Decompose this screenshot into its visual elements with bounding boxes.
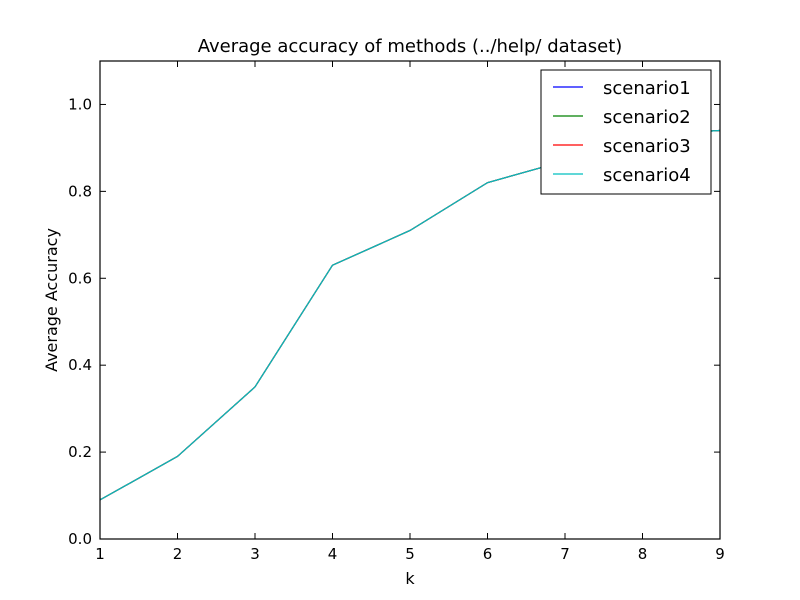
y-tick-label: 0.4 xyxy=(68,356,92,374)
y-tick-label: 0.0 xyxy=(68,530,92,548)
x-tick-label: 6 xyxy=(483,545,493,563)
legend-label: scenario2 xyxy=(603,107,691,128)
legend: scenario1 scenario2 scenario3 scenario4 xyxy=(540,69,712,195)
chart-title: Average accuracy of methods (../help/ da… xyxy=(198,36,623,57)
legend-label: scenario1 xyxy=(603,78,691,99)
y-tick-label: 1.0 xyxy=(68,95,92,113)
x-axis-label: k xyxy=(405,569,415,588)
x-tick-label: 1 xyxy=(95,545,105,563)
legend-label: scenario4 xyxy=(603,165,691,186)
x-tick-label: 7 xyxy=(560,545,570,563)
legend-label: scenario3 xyxy=(603,136,691,157)
x-tick-label: 5 xyxy=(405,545,415,563)
legend-box xyxy=(540,69,712,195)
x-tick-label: 8 xyxy=(638,545,648,563)
x-tick-label: 4 xyxy=(328,545,338,563)
y-tick-label: 0.8 xyxy=(68,182,92,200)
y-tick-label: 0.6 xyxy=(68,269,92,287)
x-tick-label: 9 xyxy=(715,545,725,563)
y-tick-label: 0.2 xyxy=(68,443,92,461)
plot-frame xyxy=(99,60,721,540)
y-axis-label: Average Accuracy xyxy=(42,228,61,372)
x-tick-label: 2 xyxy=(173,545,183,563)
x-tick-label: 3 xyxy=(250,545,260,563)
